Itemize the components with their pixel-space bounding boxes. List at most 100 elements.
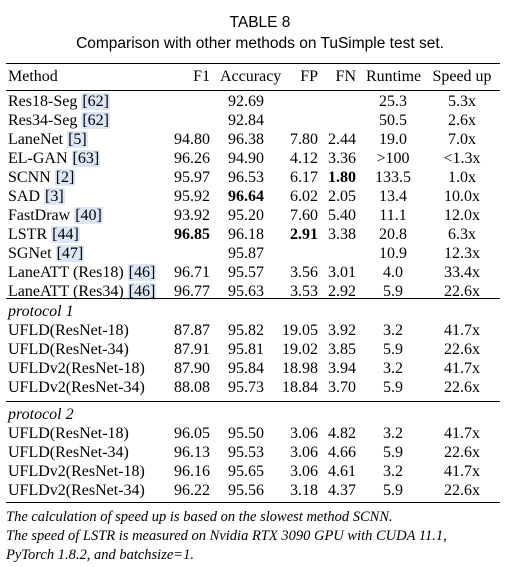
f1-cell: 96.77 (174, 283, 210, 300)
table-row: SAD [3] 95.92 96.64 6.02 2.05 13.4 10.0x (0, 187, 520, 206)
f1-cell: 96.13 (174, 444, 210, 461)
method-cell: UFLDv2(ResNet-18) (8, 462, 145, 481)
runtime-cell: 5.9 (383, 283, 403, 300)
fp-cell: 7.80 (290, 131, 318, 148)
method-name: Res34-Seg (8, 112, 78, 129)
fn-cell: 1.80 (328, 169, 356, 186)
table-row: UFLD(ResNet-18) 87.87 95.82 19.05 3.92 3.2 41.… (0, 321, 520, 340)
f1-cell: 87.90 (174, 360, 210, 377)
method-name: UFLD(ResNet-18) (8, 322, 129, 339)
table-label: TABLE 8 (229, 14, 291, 31)
fn-cell: 2.92 (328, 283, 356, 300)
method-cell: LSTR [44] (8, 225, 80, 244)
fn-cell: 2.44 (328, 131, 356, 148)
f1-cell: 95.97 (174, 169, 210, 186)
header-speed-up: Speed up (432, 68, 492, 85)
method-name: UFLD(ResNet-34) (8, 444, 129, 461)
bottom-rule (6, 502, 500, 504)
fp-cell: 3.53 (290, 283, 318, 300)
citation-link[interactable]: [3] (44, 188, 65, 205)
method-cell: UFLDv2(ResNet-18) (8, 359, 145, 378)
speed-up-cell: <1.3x (443, 150, 481, 167)
citation-link[interactable]: [63] (71, 150, 101, 167)
method-cell: UFLD(ResNet-34) (8, 340, 129, 359)
f1-cell: 96.85 (174, 226, 210, 243)
header-row: Method F1 Accuracy FP FN Runtime Speed u… (0, 67, 520, 86)
rule-after-protocol-1 (6, 401, 500, 402)
f1-cell: 93.92 (174, 207, 210, 224)
runtime-cell: 19.0 (379, 131, 407, 148)
runtime-cell: 5.9 (383, 444, 403, 461)
table-row: UFLDv2(ResNet-34) 88.08 95.73 18.84 3.70 5.9 2… (0, 378, 520, 397)
speed-up-cell: 7.0x (448, 131, 476, 148)
fn-cell: 3.01 (328, 264, 356, 281)
f1-cell: 96.26 (174, 150, 210, 167)
accuracy-cell: 95.57 (228, 264, 264, 281)
table-row: UFLDv2(ResNet-18) 87.90 95.84 18.98 3.94 3.2 4… (0, 359, 520, 378)
accuracy-cell: 95.82 (228, 322, 264, 339)
citation-link[interactable]: [40] (74, 207, 103, 224)
method-cell: SCNN [2] (8, 168, 76, 187)
method-name: UFLDv2(ResNet-18) (8, 360, 145, 377)
speed-up-cell: 12.3x (444, 245, 480, 262)
citation-link[interactable]: [2] (54, 169, 76, 186)
speed-up-cell: 22.6x (444, 444, 480, 461)
speed-up-cell: 6.3x (448, 226, 476, 243)
method-name: UFLD(ResNet-34) (8, 341, 129, 358)
table-row: Res18-Seg [62] 92.69 25.3 5.3x (0, 92, 520, 111)
runtime-cell: 3.2 (383, 360, 403, 377)
table-row: LSTR [44] 96.85 96.18 2.91 3.38 20.8 6.3x (0, 225, 520, 244)
runtime-cell: 3.2 (383, 425, 403, 442)
runtime-cell: 5.9 (383, 482, 403, 499)
protocol-1-label: protocol 1 (0, 302, 520, 321)
f1-cell: 96.05 (174, 425, 210, 442)
runtime-cell: 3.2 (383, 463, 403, 480)
fp-cell: 3.06 (290, 463, 318, 480)
method-cell: UFLD(ResNet-18) (8, 321, 129, 340)
speed-up-cell: 22.6x (444, 341, 480, 358)
citation-link[interactable]: [46] (127, 283, 157, 300)
accuracy-cell: 95.73 (228, 379, 264, 396)
f1-cell: 94.80 (174, 131, 210, 148)
method-cell: LaneATT (Res18) [46] (8, 263, 157, 282)
method-name: LaneATT (Res34) (8, 283, 124, 300)
citation-link[interactable]: [62] (81, 93, 110, 110)
speed-up-cell: 41.7x (444, 425, 480, 442)
citation-link[interactable]: [5] (67, 131, 88, 148)
citation-link[interactable]: [46] (127, 264, 157, 281)
runtime-cell: 3.2 (383, 322, 403, 339)
header-fn: FN (335, 68, 356, 85)
accuracy-cell: 96.64 (228, 188, 264, 205)
table-title: Comparison with other methods on TuSimpl… (76, 35, 444, 52)
method-cell: UFLD(ResNet-34) (8, 443, 129, 462)
accuracy-cell: 95.50 (228, 425, 264, 442)
speed-up-cell: 41.7x (444, 322, 480, 339)
fn-cell: 3.85 (328, 341, 356, 358)
method-name: EL-GAN (8, 150, 68, 167)
accuracy-cell: 95.56 (228, 482, 264, 499)
method-name: UFLDv2(ResNet-34) (8, 482, 145, 499)
footnote-3: PyTorch 1.8.2, and batchsize=1. (6, 547, 194, 563)
speed-up-cell: 5.3x (448, 93, 476, 110)
accuracy-cell: 96.53 (228, 169, 264, 186)
fp-cell: 3.56 (290, 264, 318, 281)
speed-up-cell: 22.6x (444, 482, 480, 499)
citation-link[interactable]: [44] (51, 226, 80, 243)
fn-cell: 4.82 (328, 425, 356, 442)
accuracy-cell: 95.84 (228, 360, 264, 377)
table-row: EL-GAN [63] 96.26 94.90 4.12 3.36 >100 <1.3x (0, 149, 520, 168)
citation-link[interactable]: [47] (55, 245, 85, 262)
citation-link[interactable]: [62] (81, 112, 110, 129)
accuracy-cell: 95.63 (228, 283, 264, 300)
table-row: SCNN [2] 95.97 96.53 6.17 1.80 133.5 1.0x (0, 168, 520, 187)
method-name: SCNN (8, 169, 51, 186)
fp-cell: 19.02 (282, 341, 318, 358)
method-name: UFLDv2(ResNet-18) (8, 463, 145, 480)
table-row: FastDraw [40] 93.92 95.20 7.60 5.40 11.1 12.0x (0, 206, 520, 225)
accuracy-cell: 92.84 (228, 112, 264, 129)
runtime-cell: 4.0 (383, 264, 403, 281)
method-name: SGNet (8, 245, 52, 262)
method-cell: SAD [3] (8, 187, 65, 206)
accuracy-cell: 96.38 (228, 131, 264, 148)
runtime-cell: 133.5 (375, 169, 411, 186)
